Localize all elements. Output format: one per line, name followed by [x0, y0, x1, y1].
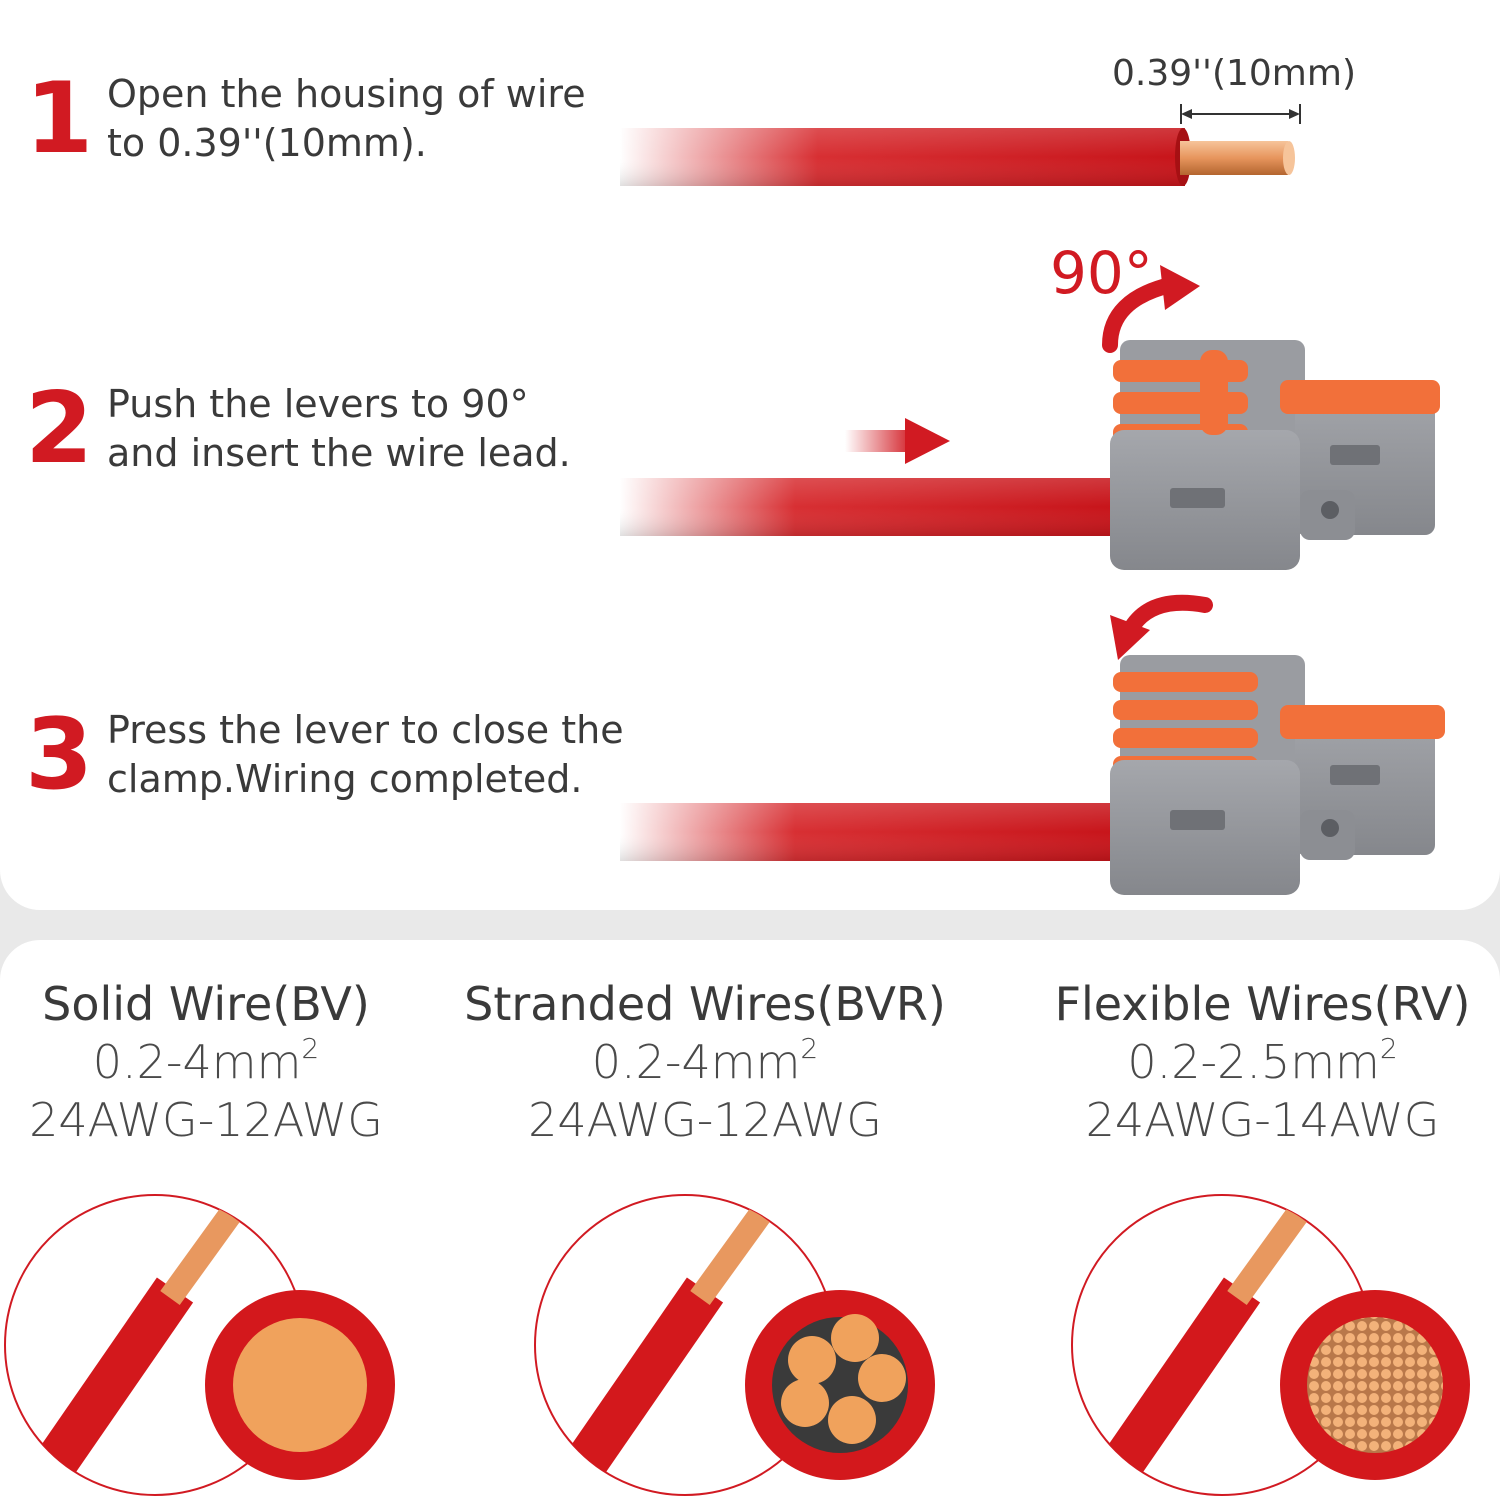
stranded-wire-illustration: [534, 1194, 935, 1496]
angle-label: 90°: [1050, 239, 1153, 307]
unit-exponent: 2: [800, 1032, 819, 1065]
connector-closed: [1110, 655, 1445, 895]
wire-cross-section: 0.2-2.5mm2: [1020, 1033, 1500, 1091]
wire-cross-section: 0.2-4mm2: [0, 1033, 412, 1091]
wire-type-name: Flexible Wires(RV): [1054, 977, 1471, 1031]
connector-open: [1110, 340, 1440, 570]
strip-length-label: 0.39''(10mm): [1112, 53, 1356, 94]
cross-section-value: 0.2-4mm: [92, 1035, 302, 1089]
unit-exponent: 2: [301, 1032, 320, 1065]
step-instruction: Open the housing of wire to 0.39''(10mm)…: [107, 70, 667, 168]
wire-type-solid: Solid Wire(BV) 0.2-4mm2 24AWG-12AWG: [0, 975, 412, 1149]
step-instruction-line: Push the levers to 90°: [107, 382, 529, 426]
wire-type-flexible: Flexible Wires(RV) 0.2-2.5mm2 24AWG-14AW…: [1020, 975, 1500, 1149]
step-instruction: Push the levers to 90° and insert the wi…: [107, 380, 667, 478]
solid-wire-illustration: [4, 1194, 395, 1496]
flexible-wire-illustration: [1071, 1194, 1470, 1496]
wire-type-name: Stranded Wires(BVR): [464, 977, 946, 1031]
step-instruction-line: Press the lever to close the: [107, 708, 624, 752]
step-number: 3: [25, 698, 94, 812]
wire-awg-range: 24AWG-12AWG: [528, 1093, 882, 1147]
rotate-down-arrow-icon: [1110, 594, 1213, 660]
step-number: 1: [25, 62, 94, 176]
insert-wire-illustration: [620, 418, 1120, 536]
step-instruction-line: clamp.Wiring completed.: [107, 757, 583, 801]
unit-exponent: 2: [1379, 1032, 1398, 1065]
step-instruction: Press the lever to close the clamp.Wirin…: [107, 706, 667, 804]
rotate-up-arrow-icon: [1102, 265, 1200, 353]
wire-cross-section: 0.2-4mm2: [430, 1033, 980, 1091]
wire-awg-range: 24AWG-14AWG: [1085, 1093, 1440, 1147]
step-instruction-line: Open the housing of wire: [107, 72, 586, 116]
cross-section-value: 0.2-4mm: [591, 1035, 801, 1089]
stripped-wire-illustration: [620, 128, 1295, 186]
step-instruction-line: to 0.39''(10mm).: [107, 121, 427, 165]
step-number: 2: [25, 372, 94, 486]
cross-section-value: 0.2-2.5mm: [1127, 1035, 1380, 1089]
strip-length-marker: [1180, 104, 1301, 124]
wire-awg-range: 24AWG-12AWG: [29, 1093, 383, 1147]
wire-type-name: Solid Wire(BV): [42, 977, 370, 1031]
wire-type-stranded: Stranded Wires(BVR) 0.2-4mm2 24AWG-12AWG: [430, 975, 980, 1149]
step-instruction-line: and insert the wire lead.: [107, 431, 571, 475]
clamped-wire-illustration: [620, 803, 1120, 861]
